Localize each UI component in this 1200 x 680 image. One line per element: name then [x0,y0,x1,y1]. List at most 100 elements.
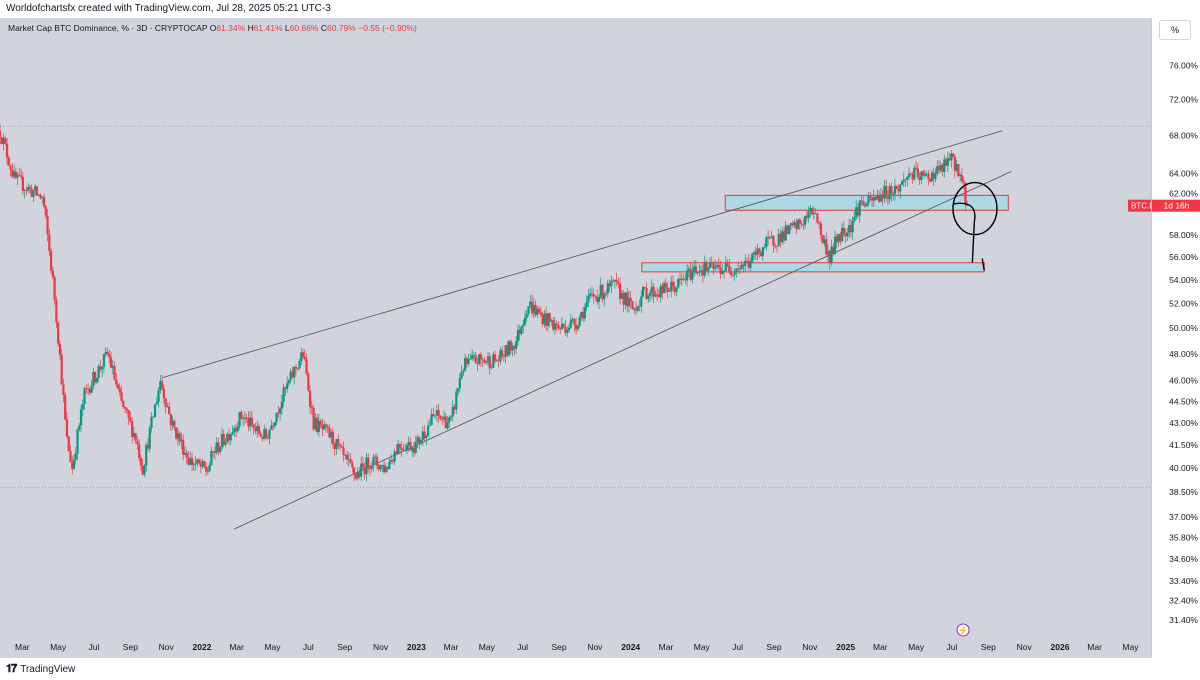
candle-body [823,239,826,244]
candle-body [615,279,618,282]
candle-body [233,428,236,433]
candle-body [856,207,860,216]
candle-body [680,278,683,281]
candle-body [858,200,861,216]
candle-body [342,447,345,455]
candle-body [650,286,653,293]
candle-body [294,367,298,369]
candle-body [65,419,69,437]
candle-body [752,251,756,254]
candle-body [962,180,965,183]
candle-body [848,224,851,233]
candle-body [460,372,463,379]
candle-body [664,283,668,288]
candle-body [552,320,555,330]
candle-body [298,361,301,369]
candle-body [959,174,962,177]
candle-body [747,260,750,268]
candle-body [915,167,918,169]
candle-body [492,354,495,368]
candle-body [412,447,416,453]
price-chart[interactable]: Mar May Jul Sep Nov 2022 Mar May Jul Sep Nov 2023 Ma… [0,18,1151,658]
candle-body [619,283,622,299]
candle-body [192,464,195,466]
candle-body [495,360,498,362]
candle-body [708,262,712,269]
candle-body [522,324,525,327]
candle-body [930,172,934,182]
y-tick-label: 52.00% [1169,299,1198,309]
candle-body [786,225,789,235]
candle-body [819,223,823,235]
candle-body [483,359,486,363]
candle-body [94,371,97,383]
candle-body [878,195,881,202]
candle-body [178,433,181,442]
candle-body [670,281,673,292]
candle-body [793,222,796,226]
candle-body [523,317,527,325]
candle-body [397,443,400,454]
candle-body [210,451,213,465]
candle-body [125,408,128,411]
candle-body [955,164,958,171]
candle-body [629,297,632,302]
candle-body [462,370,465,373]
candle-body [654,294,657,297]
candle-body [344,454,347,456]
candle-body [303,356,306,360]
candle-body [516,329,520,342]
price-axis-svg: 76.00% 72.00% 68.00% 64.00% 62.00% 58.00% 56.0… [1152,61,1200,625]
y-tick-label: 46.00% [1169,375,1198,385]
candle-body [691,271,694,280]
percent-scale-button[interactable]: % [1159,20,1191,40]
candle-body [69,450,72,463]
candle-body [946,158,949,166]
candle-body [213,451,217,453]
candle-body [324,424,328,427]
candle-body [354,474,357,479]
candle-body [437,410,440,416]
candle-body [953,156,956,171]
svg-text:⚡: ⚡ [957,625,968,637]
x-tick-label: Nov [802,642,818,652]
candle-body [506,345,509,356]
candle-body [145,444,148,466]
candle-body [714,266,717,269]
candle-body [490,367,493,369]
candle-body [488,356,491,369]
candle-body [14,171,17,178]
candle-body [49,250,53,271]
candle-body [18,174,21,176]
candle-body [770,236,773,238]
candle-body [900,181,904,185]
candle-body [155,401,158,405]
candle-body [777,233,780,247]
candle-body [448,417,451,423]
candle-body [493,354,497,361]
candle-body [622,292,625,305]
candle-body [21,176,25,192]
candle-body [310,406,313,408]
candle-body [860,200,863,202]
x-tick-label: Mar [444,642,459,652]
candle-body [421,431,424,440]
price-axis[interactable]: 76.00% 72.00% 68.00% 64.00% 62.00% 58.00% 56.0… [1151,18,1200,658]
candle-body [800,223,803,225]
candle-body [844,233,847,237]
candle-body [358,472,361,477]
x-tick-label: 2026 [1051,642,1070,652]
candle-body [351,462,354,468]
candle-body [862,201,865,205]
y-tick-label: 37.00% [1169,512,1198,522]
candle-body [617,281,620,284]
candle-body [113,365,116,380]
chart-area[interactable]: Mar May Jul Sep Nov 2022 Mar May Jul Sep Nov 2023 Ma… [0,18,1151,658]
y-tick-label: 31.40% [1169,615,1198,625]
candle-body [39,194,42,198]
candle-body [559,328,562,330]
candle-body [219,447,222,453]
candle-body [707,268,710,271]
y-tick-label: 38.50% [1169,487,1198,497]
candle-body [659,286,662,298]
